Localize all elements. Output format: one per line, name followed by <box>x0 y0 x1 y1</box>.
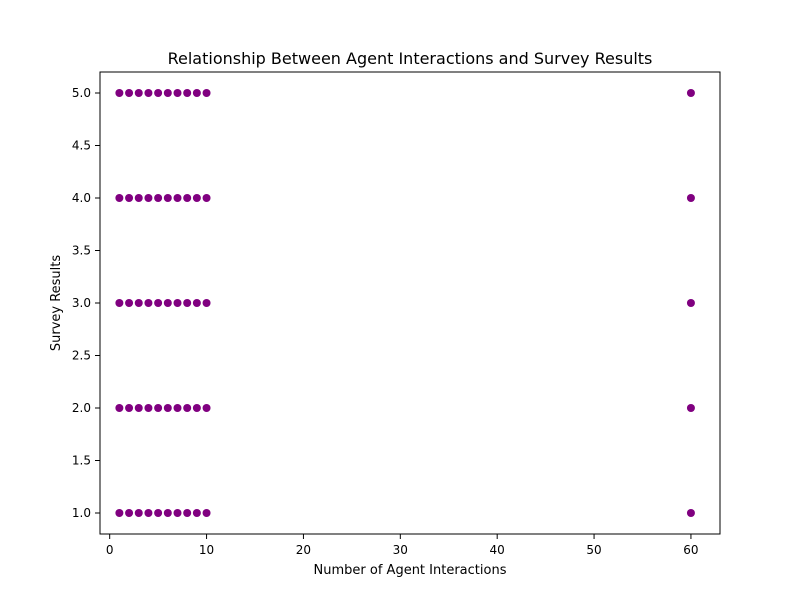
data-point <box>183 299 192 307</box>
data-point <box>163 404 172 412</box>
data-point <box>686 194 695 202</box>
data-point <box>183 404 192 412</box>
data-point <box>125 509 134 517</box>
data-point <box>686 89 695 97</box>
data-point <box>125 194 134 202</box>
data-point <box>134 194 143 202</box>
data-point <box>183 89 192 97</box>
data-point <box>202 509 211 517</box>
data-point <box>192 194 201 202</box>
y-tick-label: 2.0 <box>72 401 91 415</box>
data-point <box>134 89 143 97</box>
data-point <box>144 404 153 412</box>
y-axis-label: Survey Results <box>49 255 64 352</box>
data-point <box>154 194 163 202</box>
plot-area <box>115 89 695 517</box>
data-point <box>183 194 192 202</box>
data-point <box>192 404 201 412</box>
data-point <box>202 299 211 307</box>
x-tick-label: 30 <box>393 543 408 557</box>
data-point <box>686 509 695 517</box>
data-point <box>202 194 211 202</box>
x-tick-label: 60 <box>683 543 698 557</box>
data-point <box>134 404 143 412</box>
data-point <box>115 509 124 517</box>
y-tick-label: 3.0 <box>72 296 91 310</box>
data-point <box>154 404 163 412</box>
data-point <box>163 509 172 517</box>
x-tick-label: 50 <box>586 543 601 557</box>
data-point <box>144 89 153 97</box>
data-point <box>115 404 124 412</box>
data-point <box>173 194 182 202</box>
data-point <box>202 89 211 97</box>
data-point <box>686 404 695 412</box>
data-point <box>144 509 153 517</box>
x-tick-label: 20 <box>296 543 311 557</box>
data-point <box>173 404 182 412</box>
data-point <box>134 299 143 307</box>
data-point <box>115 89 124 97</box>
data-point <box>154 299 163 307</box>
data-point <box>192 509 201 517</box>
y-tick-label: 4.5 <box>72 139 91 153</box>
data-point <box>163 194 172 202</box>
data-point <box>192 299 201 307</box>
x-axis-label: Number of Agent Interactions <box>314 563 507 578</box>
x-axis: 0 10 20 30 40 50 60 <box>106 534 699 557</box>
data-point <box>115 299 124 307</box>
y-tick-label: 1.0 <box>72 506 91 520</box>
y-tick-label: 1.5 <box>72 454 91 468</box>
data-point <box>144 194 153 202</box>
y-tick-label: 5.0 <box>72 86 91 100</box>
data-point <box>154 509 163 517</box>
data-point <box>183 509 192 517</box>
data-point <box>163 299 172 307</box>
x-tick-label: 0 <box>106 543 114 557</box>
data-point <box>686 299 695 307</box>
data-point <box>134 509 143 517</box>
y-tick-label: 4.0 <box>72 191 91 205</box>
chart-title: Relationship Between Agent Interactions … <box>168 49 653 68</box>
data-point <box>154 89 163 97</box>
x-tick-label: 40 <box>490 543 505 557</box>
x-tick-label: 10 <box>199 543 214 557</box>
data-point <box>173 89 182 97</box>
data-point <box>144 299 153 307</box>
data-point <box>115 194 124 202</box>
data-point <box>173 509 182 517</box>
data-point <box>125 299 134 307</box>
data-point <box>173 299 182 307</box>
data-point <box>202 404 211 412</box>
data-point <box>163 89 172 97</box>
y-tick-label: 2.5 <box>72 349 91 363</box>
data-point <box>192 89 201 97</box>
y-axis: 1.0 1.5 2.0 2.5 3.0 3.5 4.0 4.5 5.0 <box>72 86 100 520</box>
data-point <box>125 404 134 412</box>
data-point <box>125 89 134 97</box>
y-tick-label: 3.5 <box>72 244 91 258</box>
